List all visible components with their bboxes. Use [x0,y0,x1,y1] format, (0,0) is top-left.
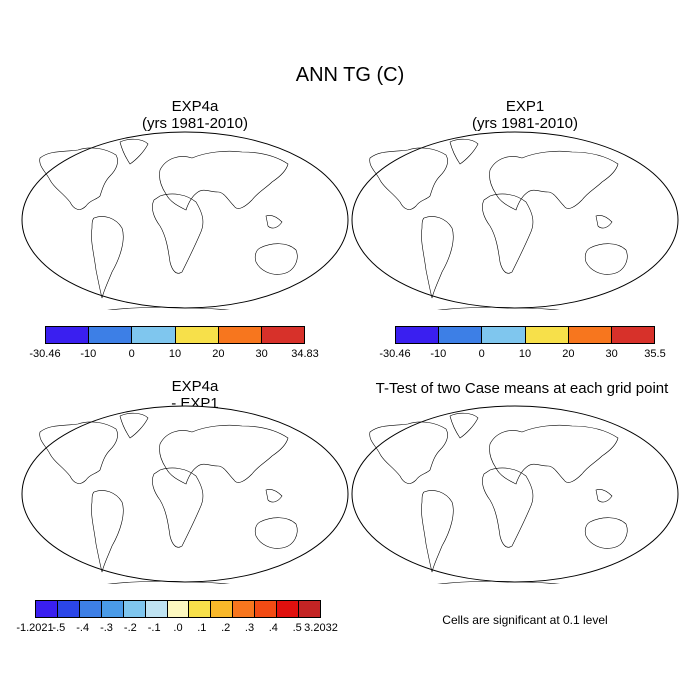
map-difference [21,405,349,584]
map-ttest [351,405,679,584]
cb2-swatch-3 [525,327,569,343]
map-exp1 [351,131,679,310]
cb1-tick-label-1: -10 [80,348,97,360]
cb2-tick-label-5: 30 [605,348,618,360]
cb3-tick-label-1: -.5 [52,622,66,634]
cb3-swatch-4 [123,601,146,617]
panel-1-title-line1: EXP4a [171,98,219,115]
cb3-tick-label-12: 3.2032 [304,622,338,634]
cb3-swatch-2 [79,601,102,617]
cb3-tick-label-6: .0 [173,622,183,634]
cb3-swatch-12 [299,601,320,617]
cb2-swatch-2 [482,327,526,343]
cb1-tick-label-3: 10 [168,348,182,360]
cb1-swatch-0 [46,327,90,343]
cb3-tick-label-5: -.1 [147,622,161,634]
cb3-tick-label-0: -1.2021 [16,622,54,634]
panel-2-title-line1: EXP1 [505,98,545,115]
cb1-swatch-5 [261,327,305,343]
panel-1-title: EXP4a (yrs 1981-2010) [50,98,340,132]
cb1-swatch-3 [175,327,219,343]
panel-3-title-line1: EXP4a [171,378,219,395]
cb3-swatch-10 [255,601,278,617]
cb1-tick-label-4: 20 [212,348,225,360]
panel-2-title-line2: (yrs 1981-2010) [472,115,578,132]
cb2-tick-label-1: -10 [430,348,447,360]
colorbar-exp4a [45,326,305,344]
cb3-tick-label-8: .2 [221,622,231,634]
significance-note: Cells are significant at 0.1 level [442,613,608,627]
cb1-swatch-2 [132,327,176,343]
cb3-swatch-9 [233,601,256,617]
cb3-swatch-11 [277,601,300,617]
cb3-tick-label-9: .3 [244,622,255,634]
cb3-swatch-8 [211,601,234,617]
panel-1-title-line2: (yrs 1981-2010) [142,115,248,132]
map-exp4a [21,131,349,310]
cb3-tick-label-11: .5 [292,622,302,634]
cb3-swatch-1 [57,601,80,617]
colorbar-exp1 [395,326,655,344]
cb1-tick-label-0: -30.46 [29,348,61,360]
cb3-swatch-3 [101,601,124,617]
figure-title: ANN TG (C) [295,64,405,86]
cb1-swatch-1 [89,327,133,343]
panel-4-title: T-Test of two Case means at each grid po… [375,380,669,397]
cb3-tick-label-4: -.2 [123,622,137,634]
cb1-swatch-4 [218,327,262,343]
cb1-tick-label-5: 30 [255,348,268,360]
cb3-swatch-6 [167,601,190,617]
cb3-swatch-7 [189,601,212,617]
cb1-tick-label-2: 0 [128,348,135,360]
cb2-tick-label-6: 35.5 [644,348,666,360]
cb2-swatch-4 [568,327,612,343]
cb3-swatch-0 [36,601,58,617]
cb3-tick-label-7: .1 [197,622,207,634]
cb2-tick-label-0: -30.46 [379,348,411,360]
cb2-swatch-1 [439,327,483,343]
panel-2-title: EXP1 (yrs 1981-2010) [380,98,670,132]
cb3-tick-label-10: .4 [268,622,278,634]
colorbar-difference [35,600,321,618]
cb3-tick-label-3: -.3 [100,622,113,634]
cb2-swatch-5 [611,327,655,343]
cb1-tick-label-6: 34.83 [291,348,319,360]
cb2-tick-label-4: 20 [562,348,575,360]
cb2-swatch-0 [396,327,440,343]
cb2-tick-label-3: 10 [518,348,532,360]
cb3-swatch-5 [145,601,168,617]
cb3-tick-label-2: -.4 [76,622,90,634]
cb2-tick-label-2: 0 [478,348,485,360]
